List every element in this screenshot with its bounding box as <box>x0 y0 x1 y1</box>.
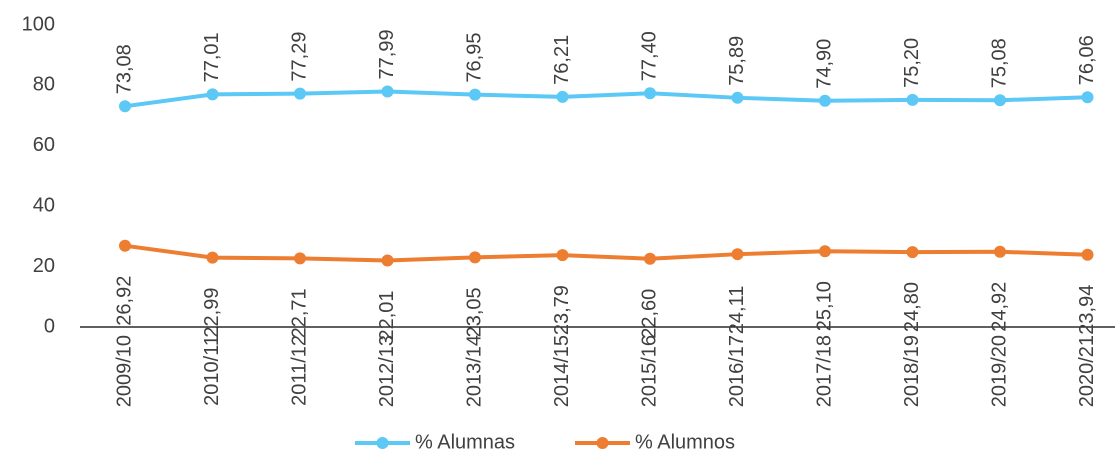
x-tick-label: 2011/12 <box>288 335 310 406</box>
value-label: 77,99 <box>376 29 398 79</box>
value-label: 26,92 <box>113 276 135 326</box>
legend-label: % Alumnos <box>635 431 735 453</box>
point <box>381 254 394 267</box>
value-label: 76,95 <box>463 33 485 83</box>
value-label: 77,40 <box>638 31 660 81</box>
x-tick-label: 2009/10 <box>113 335 135 407</box>
value-label: 22,99 <box>201 288 223 338</box>
legend-label: % Alumnas <box>415 431 515 453</box>
point <box>294 87 306 100</box>
value-label: 77,01 <box>201 32 223 82</box>
value-label: 76,21 <box>551 35 573 85</box>
point <box>644 87 656 100</box>
x-tick-label: 2015/16 <box>638 335 660 407</box>
legend-marker <box>596 437 609 449</box>
value-label: 77,29 <box>288 32 310 82</box>
y-tick-label: 100 <box>22 13 55 35</box>
value-label: 22,01 <box>376 290 398 340</box>
value-label: 23,05 <box>463 287 485 337</box>
point <box>469 88 481 101</box>
value-label: 75,08 <box>988 38 1010 88</box>
point <box>294 252 306 265</box>
value-label: 73,08 <box>113 44 135 94</box>
legend-marker <box>376 437 389 449</box>
value-label: 75,89 <box>726 36 748 86</box>
value-label: 23,94 <box>1076 285 1098 335</box>
value-label: 22,71 <box>288 288 310 338</box>
series-line <box>124 243 1088 263</box>
y-tick-label: 80 <box>33 74 55 96</box>
point <box>119 239 131 252</box>
point <box>206 251 219 264</box>
point <box>556 90 569 103</box>
x-tick-label: 2014/15 <box>551 335 573 407</box>
value-label: 24,80 <box>901 282 923 332</box>
x-tick-label: 2018/19 <box>901 335 923 407</box>
point <box>906 93 919 106</box>
value-label: 75,20 <box>901 38 923 88</box>
point <box>1081 91 1094 104</box>
point <box>994 94 1006 107</box>
point <box>556 249 569 262</box>
value-label: 74,90 <box>813 39 835 89</box>
point <box>994 245 1006 258</box>
point <box>731 248 744 261</box>
x-tick-label: 2013/14 <box>463 335 485 407</box>
x-tick-label: 2012/13 <box>376 335 398 407</box>
point <box>819 245 831 258</box>
value-label: 76,06 <box>1076 35 1098 85</box>
x-tick-label: 2020/21 <box>1076 335 1098 407</box>
value-label: 23,79 <box>551 285 573 335</box>
point <box>206 88 219 101</box>
y-tick-label: 0 <box>44 315 55 337</box>
value-label: 22,60 <box>638 289 660 339</box>
point <box>469 251 481 264</box>
x-tick-label: 2019/20 <box>988 335 1010 407</box>
point <box>1081 248 1094 261</box>
y-tick-label: 60 <box>33 134 55 156</box>
point <box>119 100 131 113</box>
value-label: 24,11 <box>726 286 748 335</box>
point <box>731 91 744 104</box>
y-tick-label: 40 <box>33 194 55 216</box>
point <box>381 85 394 98</box>
x-tick-label: 2010/11 <box>201 335 223 406</box>
point <box>644 252 656 265</box>
value-label: 25,10 <box>813 281 835 331</box>
value-label: 24,92 <box>988 282 1010 332</box>
y-tick-label: 20 <box>33 255 55 277</box>
x-tick-label: 2017/18 <box>813 335 835 407</box>
x-tick-label: 2016/17 <box>726 335 748 407</box>
series-line <box>124 89 1088 109</box>
point <box>819 94 831 107</box>
point <box>906 246 919 259</box>
